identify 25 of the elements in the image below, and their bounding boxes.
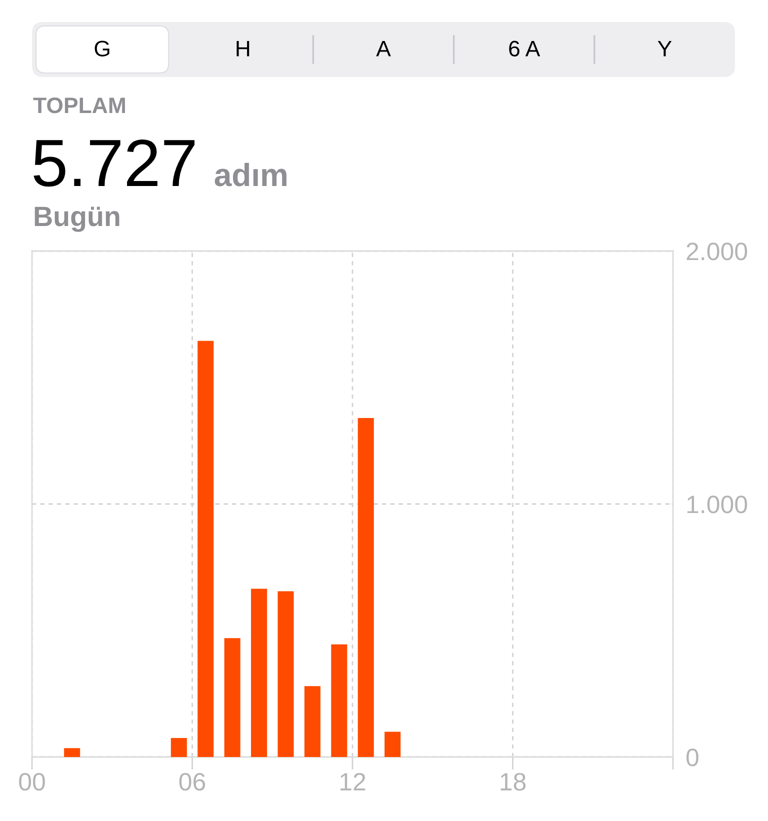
x-tick-label: 18 — [500, 772, 526, 791]
bar — [304, 686, 320, 757]
text: A — [376, 40, 391, 56]
y-tick-label: 1.000 — [687, 496, 748, 514]
bar — [331, 644, 348, 757]
bar — [64, 748, 80, 757]
x-tick-label: 12 — [340, 772, 366, 790]
x-tick-label: 06 — [179, 772, 206, 791]
y-tick-label: 0 — [686, 748, 698, 766]
text: Y — [658, 40, 672, 56]
bar — [198, 340, 214, 757]
bar — [170, 738, 187, 757]
bar — [384, 732, 401, 757]
bar — [224, 638, 240, 757]
text: H — [236, 40, 250, 56]
text: 6 A — [509, 40, 540, 56]
chart-subtitle: Bugün — [34, 206, 120, 232]
text: TOPLAM — [33, 97, 125, 114]
y-tick-label: 2.000 — [686, 242, 748, 260]
bar — [358, 418, 374, 757]
chart-title: 5.727 adım — [34, 139, 286, 187]
text: G — [94, 40, 110, 56]
bar — [251, 588, 268, 757]
bar — [278, 591, 294, 757]
x-tick-label: 00 — [19, 772, 45, 791]
